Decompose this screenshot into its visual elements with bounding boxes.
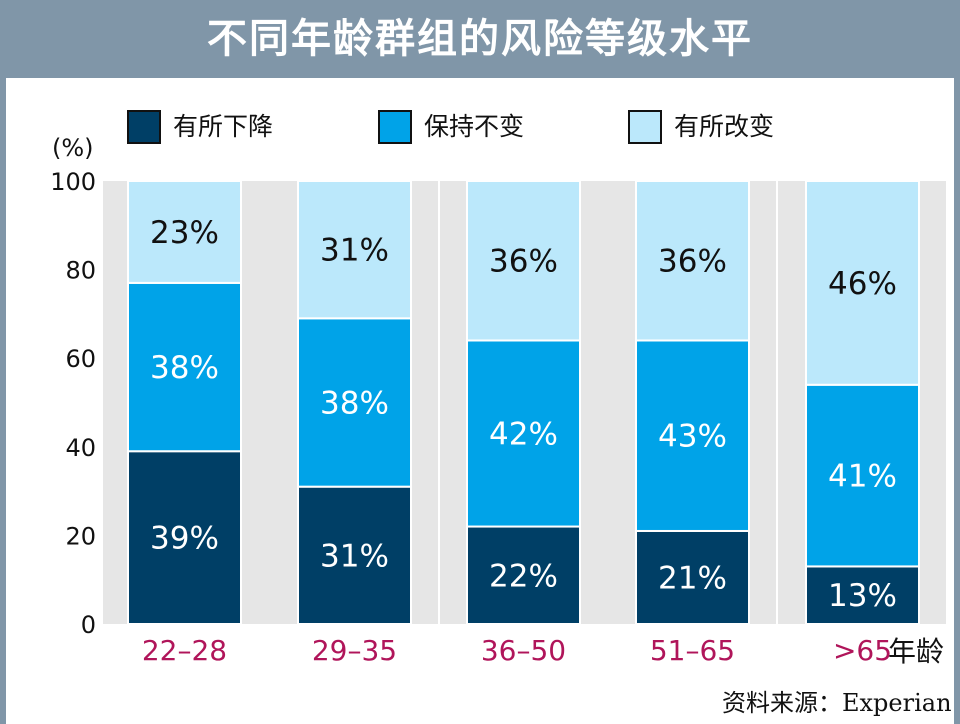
- bar-segment: [466, 339, 581, 528]
- bar-value-label: 42%: [489, 417, 558, 453]
- legend-swatch-decrease: [127, 110, 161, 144]
- bar-segment: [297, 485, 412, 626]
- x-tick-label: 22–28: [142, 634, 227, 667]
- y-tick-label: 0: [81, 611, 96, 639]
- source-note: 资料来源：Experian: [722, 689, 952, 717]
- x-tick-label: 51–65: [650, 634, 735, 667]
- bar-segment: [805, 565, 920, 625]
- bar-segment: [466, 180, 581, 342]
- bar-value-label: 36%: [489, 244, 558, 280]
- bar-value-label: 36%: [658, 244, 727, 280]
- bar-segment: [805, 180, 920, 386]
- bar-value-label: 31%: [320, 233, 389, 269]
- legend-label-changed: 有所改变: [674, 112, 775, 141]
- bar-value-label: 22%: [489, 558, 558, 594]
- bar-value-label: 46%: [828, 266, 897, 302]
- legend-label-unchanged: 保持不变: [424, 112, 525, 141]
- y-tick-label: 100: [50, 168, 96, 196]
- bar-value-label: 41%: [828, 459, 897, 495]
- y-tick-label: 80: [65, 257, 96, 285]
- bar-value-label: 39%: [150, 521, 219, 557]
- legend-label-decrease: 有所下降: [173, 112, 274, 141]
- title-bar: [0, 0, 960, 78]
- bar-value-label: 38%: [150, 350, 219, 386]
- x-tick-label: 29–35: [312, 634, 397, 667]
- bar-value-label: 43%: [658, 419, 727, 455]
- y-tick-label: 20: [65, 522, 96, 550]
- frame-left-border: [0, 78, 6, 724]
- bar-segment: [635, 180, 750, 342]
- bar-value-label: 21%: [658, 560, 727, 596]
- bar-segment: [635, 529, 750, 625]
- bar-segment: [635, 339, 750, 532]
- bar-segment: [805, 383, 920, 568]
- x-tick-label: 36–50: [481, 634, 566, 667]
- y-axis-unit: (%): [52, 134, 94, 162]
- bar-segment: [127, 281, 242, 453]
- frame-right-border: [954, 78, 960, 724]
- y-tick-label: 60: [65, 345, 96, 373]
- legend-swatch-changed: [628, 110, 662, 144]
- x-tick-label: >65: [833, 634, 892, 667]
- bar-segment: [297, 317, 412, 488]
- bar-value-label: 31%: [320, 538, 389, 574]
- bar-segment: [466, 525, 581, 625]
- bar-segment: [297, 180, 412, 320]
- bar-segment: [127, 180, 242, 284]
- bar-value-label: 38%: [320, 386, 389, 422]
- x-axis-unit: 年龄: [888, 635, 945, 668]
- legend-swatch-unchanged: [378, 110, 412, 144]
- y-tick-label: 40: [65, 434, 96, 462]
- chart-title: 不同年龄群组的风险等级水平: [207, 16, 753, 62]
- bar-value-label: 13%: [828, 578, 897, 614]
- bar-value-label: 23%: [150, 215, 219, 251]
